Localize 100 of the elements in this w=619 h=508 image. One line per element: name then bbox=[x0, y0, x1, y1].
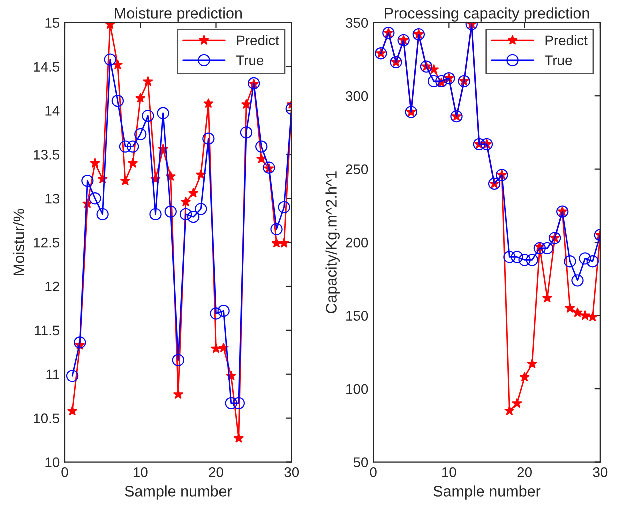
point bbox=[180, 208, 192, 221]
point bbox=[534, 242, 546, 255]
point bbox=[428, 75, 440, 88]
point bbox=[135, 93, 146, 103]
point bbox=[504, 406, 515, 416]
y-tick-label: 13 bbox=[46, 194, 60, 204]
x-axis-title: Sample number bbox=[125, 486, 232, 500]
point bbox=[195, 203, 208, 216]
point bbox=[520, 372, 530, 382]
point bbox=[218, 305, 230, 318]
point bbox=[527, 358, 538, 369]
point bbox=[157, 107, 170, 120]
chart-title: Moisture prediction bbox=[115, 8, 242, 22]
point bbox=[225, 397, 238, 410]
y-axis-title: Moistur/% bbox=[13, 209, 25, 276]
point bbox=[96, 208, 109, 221]
x-tick-label: 20 bbox=[209, 468, 224, 478]
point bbox=[436, 75, 448, 88]
y-tick-label: 10 bbox=[46, 458, 60, 468]
y-tick-label: 12 bbox=[46, 282, 60, 292]
y-tick-label: 15 bbox=[46, 18, 60, 28]
point bbox=[164, 206, 177, 218]
point bbox=[270, 223, 283, 236]
y-tick-label: 350 bbox=[346, 18, 368, 28]
point bbox=[104, 54, 116, 66]
point bbox=[187, 211, 200, 224]
y-axis-title: Capacity/Kg.m^2.h^1 bbox=[326, 172, 340, 314]
y-tick-label: 14.5 bbox=[34, 62, 60, 72]
point bbox=[112, 60, 124, 70]
legend-label: Predict bbox=[237, 35, 280, 46]
x-tick-label: 0 bbox=[370, 468, 377, 478]
point bbox=[256, 154, 267, 164]
y-tick-label: 50 bbox=[354, 458, 368, 468]
point bbox=[565, 303, 576, 313]
y-tick-label: 100 bbox=[346, 384, 368, 394]
point bbox=[211, 344, 222, 354]
x-tick-label: 0 bbox=[62, 468, 68, 478]
point bbox=[586, 256, 599, 268]
point bbox=[572, 274, 584, 287]
point bbox=[143, 76, 154, 86]
y-tick-label: 14 bbox=[46, 106, 60, 116]
legend-label: True bbox=[236, 56, 264, 66]
point bbox=[526, 254, 538, 266]
point bbox=[240, 126, 253, 139]
y-tick-label: 300 bbox=[346, 91, 368, 102]
point bbox=[278, 201, 290, 214]
point bbox=[256, 140, 268, 153]
y-tick-label: 250 bbox=[346, 164, 368, 175]
point bbox=[120, 176, 131, 186]
point bbox=[210, 308, 222, 320]
point bbox=[134, 128, 147, 141]
point bbox=[241, 99, 252, 110]
point bbox=[504, 251, 516, 264]
point bbox=[180, 196, 192, 207]
point bbox=[202, 132, 215, 145]
point bbox=[90, 158, 100, 168]
point bbox=[188, 188, 199, 198]
y-tick-label: 11.5 bbox=[35, 326, 60, 336]
point bbox=[579, 252, 592, 265]
point bbox=[580, 310, 590, 320]
point bbox=[142, 110, 154, 122]
point bbox=[572, 307, 583, 318]
y-tick-label: 10.5 bbox=[34, 414, 60, 424]
point bbox=[66, 370, 79, 382]
point bbox=[279, 238, 290, 248]
y-tick-label: 150 bbox=[346, 311, 368, 321]
y-tick-label: 13.5 bbox=[34, 150, 60, 160]
point bbox=[128, 158, 138, 168]
point bbox=[89, 192, 102, 205]
point bbox=[518, 254, 531, 266]
point bbox=[232, 397, 246, 410]
x-tick-label: 20 bbox=[518, 468, 532, 478]
point bbox=[541, 242, 554, 255]
point bbox=[172, 354, 185, 366]
point bbox=[74, 336, 86, 349]
point bbox=[588, 312, 598, 322]
x-tick-label: 10 bbox=[134, 468, 148, 478]
point bbox=[82, 174, 94, 188]
point bbox=[564, 256, 576, 268]
x-tick-label: 30 bbox=[284, 468, 300, 478]
point bbox=[511, 251, 524, 264]
point bbox=[234, 433, 244, 444]
y-tick-label: 11 bbox=[46, 370, 60, 380]
point bbox=[112, 95, 124, 108]
legend-label: Predict bbox=[546, 35, 588, 46]
point bbox=[67, 406, 78, 416]
y-tick-label: 200 bbox=[346, 238, 368, 248]
chart-title: Processing capacity prediction bbox=[385, 8, 590, 22]
legend-label: True bbox=[545, 56, 572, 66]
point bbox=[428, 64, 440, 74]
point bbox=[150, 208, 162, 221]
x-tick-label: 10 bbox=[442, 468, 456, 478]
point bbox=[272, 238, 282, 248]
x-tick-label: 30 bbox=[593, 468, 608, 478]
point bbox=[204, 98, 214, 108]
point bbox=[512, 398, 522, 408]
point bbox=[173, 389, 184, 400]
y-tick-label: 12.5 bbox=[34, 238, 60, 248]
point bbox=[119, 140, 132, 153]
point bbox=[126, 140, 140, 153]
